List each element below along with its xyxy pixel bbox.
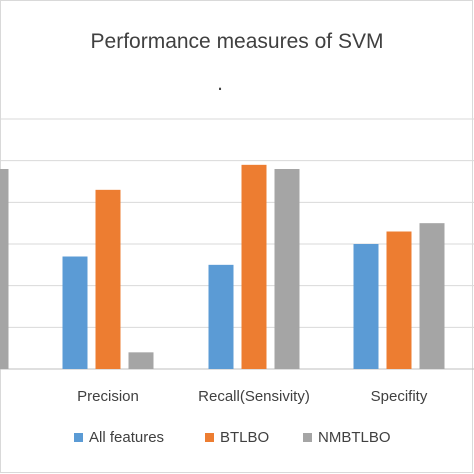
legend-label-nmbtlbo: NMBTLBO xyxy=(318,429,391,446)
bar-nmbtlbo-specifity xyxy=(419,223,445,369)
x-tick-label: Recall(Sensivity) xyxy=(198,388,310,405)
legend-swatch-nmbtlbo xyxy=(303,433,312,442)
legend-swatch-btlbo xyxy=(205,433,214,442)
legend-label-all-features: All features xyxy=(89,429,165,446)
bar-all-features-precision xyxy=(62,256,88,369)
legend-swatch-all-features xyxy=(74,433,83,442)
legend: All features BTLBO NMBTLBO xyxy=(0,429,474,451)
bar-btlbo-recall-sensivity- xyxy=(241,164,267,369)
x-tick-label: Precision xyxy=(77,388,139,405)
bar-all-features-specifity xyxy=(353,244,379,369)
bar-nmbtlbo-cut-off xyxy=(0,169,9,369)
legend-item-all-features: All features xyxy=(74,429,164,446)
chart-subtitle: . xyxy=(217,72,223,95)
bar-all-features-recall-sensivity- xyxy=(208,264,234,369)
x-tick-label: Specifity xyxy=(371,388,428,405)
chart-title: Performance measures of SVM xyxy=(90,30,384,53)
bar-nmbtlbo-precision xyxy=(128,352,154,369)
bar-nmbtlbo-recall-sensivity- xyxy=(274,169,300,369)
legend-label-btlbo: BTLBO xyxy=(220,429,270,446)
bar-btlbo-precision xyxy=(95,189,121,369)
bar-btlbo-specifity xyxy=(386,231,412,369)
legend-item-btlbo: BTLBO xyxy=(205,429,269,446)
legend-item-nmbtlbo: NMBTLBO xyxy=(303,429,391,446)
